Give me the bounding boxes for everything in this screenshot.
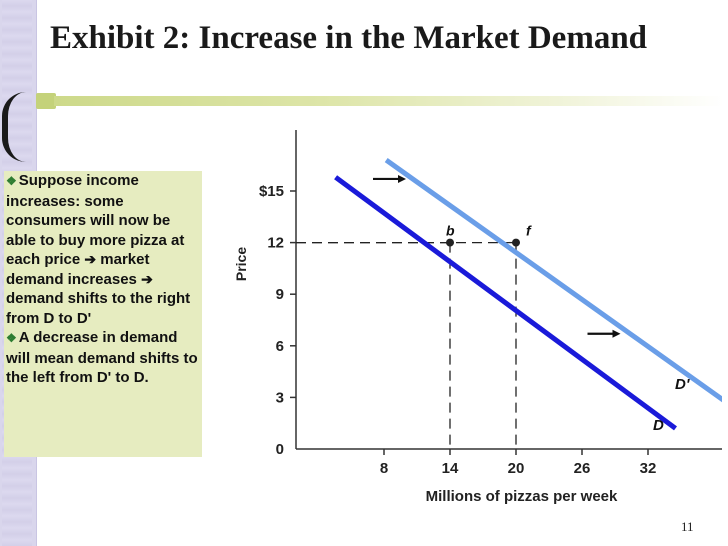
diamond-bullet-icon: ❖ (6, 331, 17, 345)
point-label-b: b (446, 223, 455, 239)
paragraph-increase-part2: market demand increases (6, 251, 150, 288)
y-tick-label: 3 (276, 389, 284, 406)
y-axis-label: Price (233, 247, 249, 281)
series-label-d: D (653, 417, 664, 434)
title-rule-cap (36, 93, 56, 109)
bracket-icon (2, 92, 26, 162)
point-marker-b (446, 238, 454, 247)
series-label-d-prime: D' (675, 376, 690, 393)
paragraph-increase-part1: Suppose income increases: some consumers… (6, 172, 185, 268)
x-tick-label: 14 (442, 460, 459, 477)
paragraph-decrease: ❖ A decrease in demand will mean demand s… (4, 328, 202, 388)
title-rule (54, 96, 724, 106)
y-tick-label: 9 (276, 286, 284, 303)
x-tick-label: 8 (380, 460, 388, 477)
x-axis-label: Millions of pizzas per week (426, 488, 618, 505)
chart-marks (373, 174, 621, 338)
dashed-guides (296, 241, 517, 449)
y-tick-label: 12 (267, 235, 284, 252)
shift-arrow-head-icon (612, 329, 621, 338)
paragraph-increase-part3: demand shifts to the right from D to D' (6, 290, 191, 327)
explanation-textbox: ❖ Suppose income increases: some consumer… (4, 171, 202, 457)
slide-title: Exhibit 2: Increase in the Market Demand (50, 20, 648, 56)
page-number: 11 (681, 519, 694, 534)
demand-curves (334, 158, 722, 431)
diamond-bullet-icon: ❖ (6, 174, 17, 188)
paragraph-increase: ❖ Suppose income increases: some consumer… (4, 171, 202, 328)
y-tick-label: $15 (259, 183, 284, 200)
y-tick-label: 0 (276, 441, 284, 458)
demand-curve-d (334, 175, 677, 431)
x-tick-label: 26 (574, 460, 591, 477)
x-tick-label: 20 (508, 460, 525, 477)
point-marker-f (512, 238, 520, 247)
chart-labels: 0 3 6 9 12 $15 8 14 20 26 32 Millions of pizzas per… (233, 183, 690, 505)
y-tick-label: 6 (276, 338, 284, 355)
right-arrow-icon: ➔ (141, 270, 153, 287)
chart-axes (290, 130, 722, 455)
right-arrow-icon: ➔ (84, 251, 97, 267)
paragraph-decrease-text: A decrease in demand will mean demand sh… (6, 329, 198, 386)
x-tick-label: 32 (640, 460, 657, 477)
point-label-f: f (526, 223, 532, 239)
shift-arrow-head-icon (398, 174, 406, 183)
demand-curve-d-prime (384, 158, 722, 403)
